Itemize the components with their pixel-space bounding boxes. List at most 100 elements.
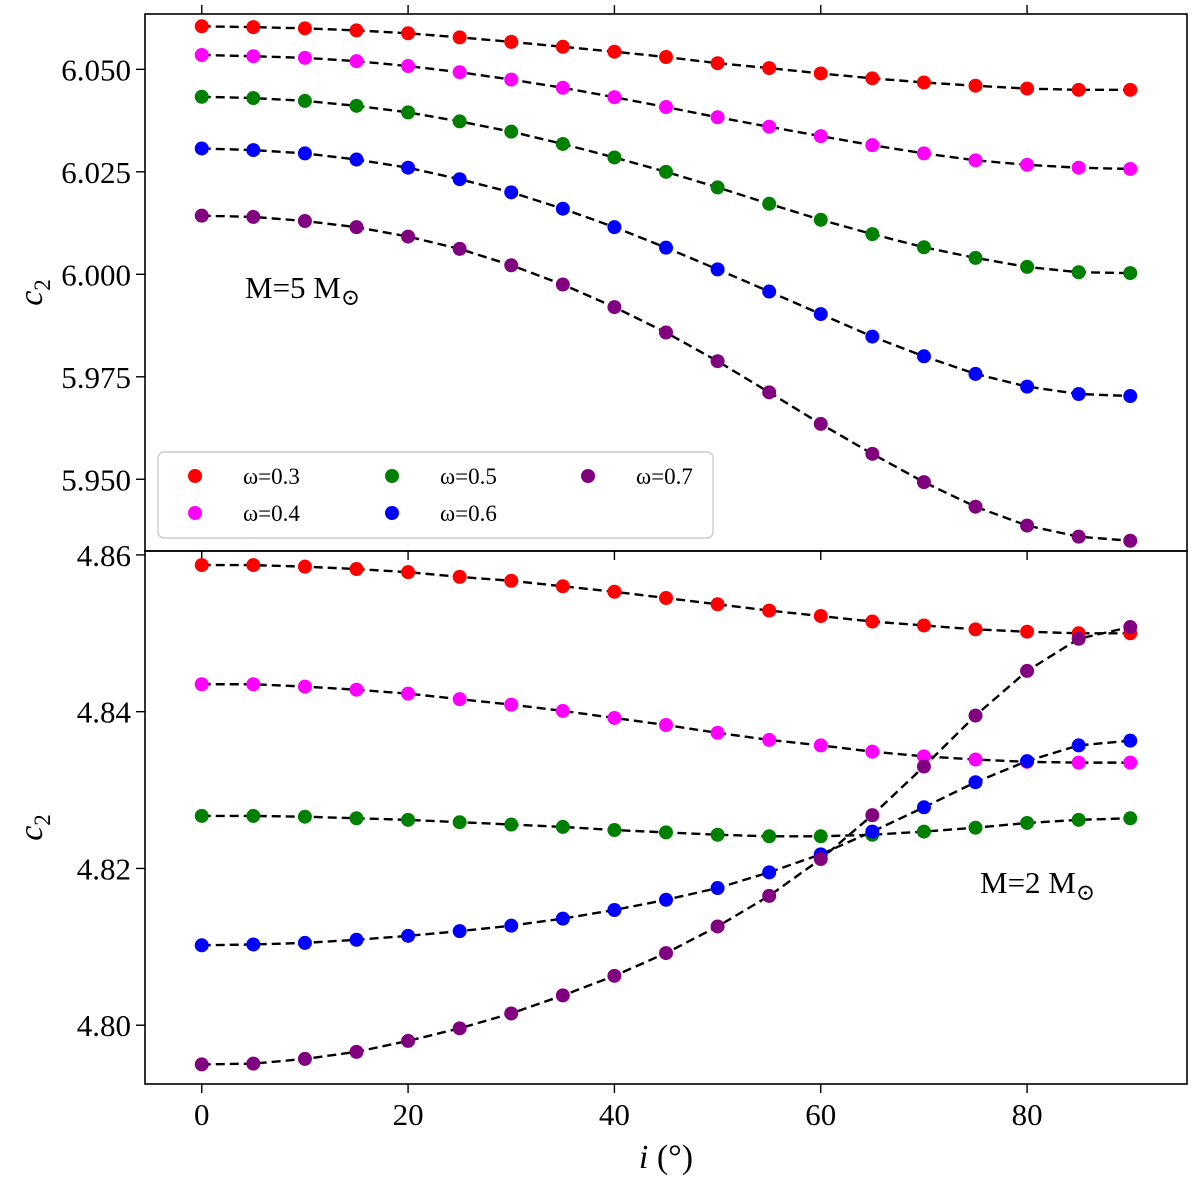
- point-ω=0.6: [968, 366, 983, 381]
- point-ω=0.6: [762, 865, 777, 880]
- point-ω=0.4: [246, 677, 261, 692]
- point-ω=0.3: [916, 618, 931, 633]
- point-ω=0.7: [1123, 533, 1138, 548]
- point-ω=0.5: [916, 240, 931, 255]
- point-ω=0.5: [762, 829, 777, 844]
- sun-symbol-icon: ⊙: [341, 285, 360, 310]
- point-ω=0.5: [555, 136, 570, 151]
- bottom-panel: 4.80 4.82 4.84 4.86 0 20 40 60 80 c2 i (°) M=2 M⊙: [13, 538, 1188, 1176]
- point-ω=0.5: [659, 164, 673, 179]
- point-ω=0.4: [297, 679, 312, 694]
- point-ω=0.3: [401, 26, 416, 41]
- point-ω=0.5: [710, 180, 725, 195]
- point-ω=0.6: [401, 160, 416, 175]
- point-ω=0.7: [194, 208, 209, 223]
- legend: ω=0.3 ω=0.4 ω=0.5 ω=0.6 ω=0.7: [157, 451, 714, 539]
- point-ω=0.6: [1123, 389, 1138, 404]
- point-ω=0.3: [555, 39, 570, 54]
- point-ω=0.3: [762, 61, 777, 76]
- point-ω=0.5: [349, 811, 364, 826]
- point-ω=0.3: [710, 597, 725, 612]
- point-ω=0.5: [813, 829, 828, 844]
- x-tick-label: 40: [599, 1097, 630, 1132]
- y-axis-label: c2: [13, 814, 55, 841]
- point-ω=0.7: [813, 852, 828, 867]
- point-ω=0.7: [865, 808, 880, 823]
- axes-frame: [144, 550, 1188, 1085]
- point-ω=0.4: [916, 749, 931, 764]
- legend-box: [157, 451, 714, 539]
- point-ω=0.5: [297, 93, 312, 108]
- x-tick-label: 60: [805, 1097, 836, 1132]
- point-ω=0.3: [762, 603, 777, 618]
- point-ω=0.6: [710, 262, 725, 277]
- point-ω=0.7: [607, 968, 622, 983]
- legend-marker: [188, 469, 202, 483]
- point-ω=0.3: [246, 558, 261, 573]
- sun-symbol-icon: ⊙: [1076, 880, 1095, 905]
- point-ω=0.3: [504, 34, 519, 49]
- y-axis-label-subscript: 2: [30, 814, 55, 826]
- point-ω=0.7: [1071, 529, 1086, 544]
- point-ω=0.6: [762, 284, 777, 299]
- point-ω=0.7: [452, 1021, 467, 1036]
- point-ω=0.3: [555, 579, 570, 594]
- y-tick-label: 4.80: [77, 1008, 131, 1043]
- point-ω=0.6: [916, 800, 931, 815]
- series-line-ω=0.7: [201, 625, 1131, 1066]
- point-ω=0.6: [349, 152, 364, 167]
- point-ω=0.6: [968, 775, 983, 790]
- point-ω=0.5: [246, 808, 261, 823]
- point-ω=0.6: [1020, 379, 1035, 394]
- legend-label: ω=0.4: [243, 501, 300, 526]
- point-ω=0.7: [968, 708, 983, 723]
- legend-label: ω=0.6: [440, 501, 497, 526]
- point-ω=0.3: [452, 569, 467, 584]
- series-line-ω=0.6: [201, 147, 1131, 398]
- y-tick-label: 4.86: [77, 538, 131, 573]
- point-ω=0.5: [916, 824, 931, 839]
- point-ω=0.7: [710, 354, 725, 369]
- point-ω=0.3: [504, 573, 519, 588]
- point-ω=0.6: [246, 937, 261, 952]
- point-ω=0.4: [659, 100, 673, 115]
- point-ω=0.6: [401, 928, 416, 943]
- point-ω=0.3: [194, 19, 209, 34]
- point-ω=0.5: [349, 98, 364, 113]
- point-ω=0.5: [246, 91, 261, 106]
- point-ω=0.7: [194, 1057, 209, 1072]
- point-ω=0.3: [246, 20, 261, 35]
- point-ω=0.5: [452, 815, 467, 830]
- point-ω=0.4: [813, 738, 828, 753]
- point-ω=0.3: [659, 591, 673, 606]
- x-axis-label-symbol: i: [639, 1139, 648, 1176]
- y-tick-label: 6.000: [61, 257, 131, 292]
- point-ω=0.5: [555, 819, 570, 834]
- point-ω=0.4: [349, 682, 364, 697]
- point-ω=0.6: [607, 902, 622, 917]
- point-ω=0.4: [1071, 160, 1086, 175]
- legend-marker: [385, 506, 399, 520]
- point-ω=0.5: [607, 823, 622, 838]
- point-ω=0.6: [504, 918, 519, 933]
- legend-label: ω=0.5: [440, 464, 497, 489]
- point-ω=0.4: [504, 72, 519, 87]
- point-ω=0.3: [1020, 81, 1035, 96]
- point-ω=0.7: [1123, 620, 1138, 635]
- y-tick-label: 5.950: [61, 462, 131, 497]
- point-ω=0.5: [813, 212, 828, 227]
- point-ω=0.4: [1123, 755, 1138, 770]
- point-ω=0.4: [968, 153, 983, 168]
- point-ω=0.6: [659, 892, 673, 907]
- point-ω=0.4: [659, 718, 673, 733]
- point-ω=0.3: [349, 562, 364, 577]
- point-ω=0.7: [710, 919, 725, 934]
- point-ω=0.5: [1020, 259, 1035, 274]
- point-ω=0.6: [710, 881, 725, 896]
- point-ω=0.7: [555, 988, 570, 1003]
- point-ω=0.7: [246, 209, 261, 224]
- legend-marker: [385, 469, 399, 483]
- point-ω=0.7: [968, 499, 983, 514]
- point-ω=0.5: [401, 812, 416, 827]
- point-ω=0.4: [762, 119, 777, 134]
